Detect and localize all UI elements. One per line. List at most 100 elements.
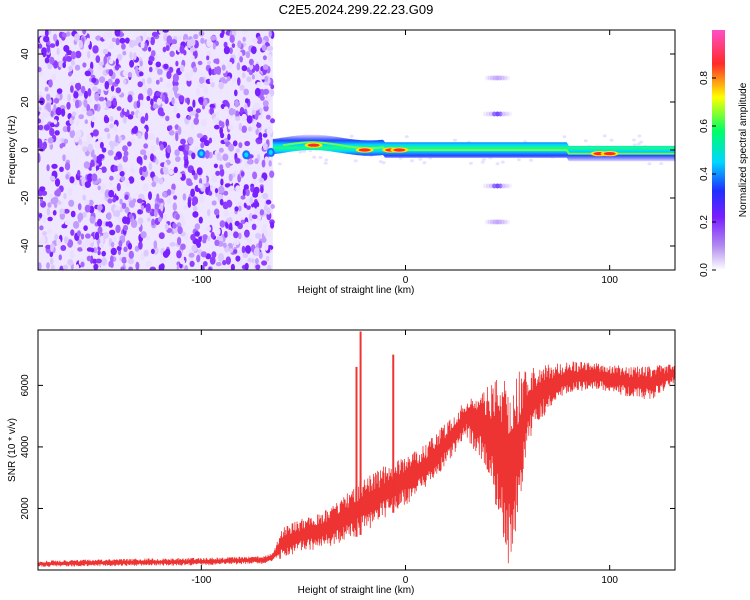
noise-speck — [93, 263, 99, 270]
noise-speck — [156, 193, 160, 202]
noise-speck — [189, 260, 195, 267]
noise-speck — [123, 224, 129, 232]
noise-speck — [162, 250, 170, 258]
noise-speck — [234, 157, 241, 164]
noise-speck — [43, 35, 50, 43]
noise-speck — [172, 222, 177, 229]
noise-speck — [143, 143, 149, 149]
colorbar-tick-label: 0.8 — [699, 71, 710, 85]
noise-speck — [41, 214, 47, 223]
noise-speck — [162, 166, 167, 173]
noise-speck — [176, 113, 181, 119]
noise-speck — [173, 166, 178, 174]
noise-speck — [158, 232, 165, 240]
noise-speck — [199, 137, 206, 143]
noise-speck — [207, 60, 211, 66]
noise-speck — [130, 168, 136, 174]
noise-speck — [166, 198, 172, 205]
noise-speck — [70, 229, 75, 236]
noise-speck — [209, 77, 213, 84]
sideband-speck — [482, 111, 488, 117]
noise-speck — [219, 220, 226, 228]
noise-speckles — [38, 30, 275, 270]
noise-speck — [84, 204, 91, 213]
noise-speck — [82, 146, 88, 153]
noise-speck — [248, 212, 254, 222]
noise-speck — [192, 99, 196, 108]
noise-speck — [55, 188, 62, 197]
noise-speck — [203, 139, 210, 147]
noise-speck — [128, 266, 133, 270]
noise-speck — [270, 204, 275, 209]
noise-speck — [101, 183, 106, 190]
haze-speck — [480, 160, 485, 164]
noise-speck — [168, 169, 174, 176]
noise-speck — [61, 224, 67, 229]
noise-speck — [108, 69, 114, 77]
noise-speck — [155, 91, 161, 97]
noise-speck — [111, 37, 116, 43]
noise-speck — [173, 87, 178, 97]
noise-speck — [74, 33, 80, 42]
sideband-speck — [507, 111, 512, 117]
noise-speck — [88, 199, 94, 206]
noise-speck — [62, 264, 69, 270]
noise-speck — [231, 77, 237, 83]
noise-speck — [113, 124, 118, 132]
noise-speck — [80, 233, 85, 240]
noise-speck — [170, 189, 175, 195]
noise-speck — [65, 174, 70, 180]
noise-speck — [191, 169, 196, 176]
noise-speck — [112, 235, 117, 243]
noise-speck — [77, 169, 81, 177]
noise-speck — [223, 230, 228, 238]
noise-speck — [220, 178, 224, 186]
noise-speck — [137, 93, 144, 102]
noise-speck — [129, 51, 133, 60]
noise-speck — [227, 133, 231, 141]
noise-speck — [92, 129, 99, 137]
noise-speck — [92, 45, 99, 54]
noise-speck — [143, 249, 149, 257]
noise-speck — [62, 62, 66, 69]
sideband-speck — [504, 111, 509, 117]
noise-speck — [62, 154, 66, 162]
noise-speck — [258, 132, 263, 140]
noise-speck — [202, 234, 208, 241]
noise-speck — [38, 262, 42, 270]
noise-speck — [71, 111, 77, 117]
noise-speck — [254, 72, 259, 78]
noise-speck — [127, 141, 132, 147]
noise-speck — [83, 161, 91, 169]
noise-speck — [172, 202, 177, 211]
noise-speck — [98, 178, 102, 184]
sideband-speck — [492, 111, 497, 117]
noise-speck — [252, 171, 258, 180]
noise-speck — [93, 247, 98, 254]
noise-speck — [86, 134, 92, 143]
noise-speck — [85, 238, 92, 246]
noise-speck — [228, 124, 234, 130]
noise-speck — [190, 188, 196, 197]
colorbar: 0.0 0.2 0.4 0.6 0.8 Normalized spectral ampl… — [699, 30, 749, 277]
noise-speck — [190, 47, 197, 52]
noise-speck — [241, 245, 246, 254]
noise-speck — [241, 125, 247, 133]
sideband — [482, 183, 512, 189]
noise-speck — [86, 255, 92, 262]
noise-speck — [59, 208, 65, 215]
haze-speck — [404, 135, 409, 139]
noise-speck — [171, 97, 175, 105]
sideband-speck — [507, 183, 512, 189]
noise-speck — [49, 257, 54, 265]
noise-speck — [115, 58, 119, 67]
noise-speck — [44, 57, 50, 64]
noise-speck — [137, 132, 142, 139]
noise-speck — [229, 47, 233, 54]
noise-speck — [197, 183, 203, 189]
noise-speck — [238, 232, 242, 240]
noise-speck — [149, 266, 156, 270]
noise-speck — [74, 64, 81, 71]
noise-speck — [230, 263, 235, 270]
noise-speck — [67, 93, 71, 102]
